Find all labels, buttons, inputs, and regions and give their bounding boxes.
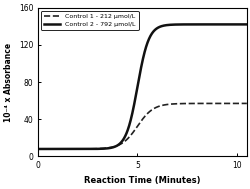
Control 2 - 792 μmol/L	[179, 23, 182, 26]
Control 2 - 792 μmol/L	[198, 23, 202, 26]
Y-axis label: 10⁻⁴ x Absorbance: 10⁻⁴ x Absorbance	[4, 43, 13, 122]
Line: Control 1 - 212 μmol/L: Control 1 - 212 μmol/L	[38, 103, 246, 149]
Control 2 - 792 μmol/L	[202, 23, 205, 26]
Control 1 - 212 μmol/L	[36, 148, 40, 150]
Control 1 - 212 μmol/L	[120, 142, 124, 144]
X-axis label: Reaction Time (Minutes): Reaction Time (Minutes)	[84, 176, 200, 185]
Control 2 - 792 μmol/L	[58, 148, 61, 150]
Legend: Control 1 - 212 μmol/L, Control 2 - 792 μmol/L: Control 1 - 212 μmol/L, Control 2 - 792 …	[41, 11, 138, 30]
Line: Control 2 - 792 μmol/L: Control 2 - 792 μmol/L	[38, 24, 246, 149]
Control 2 - 792 μmol/L	[36, 148, 40, 150]
Control 1 - 212 μmol/L	[128, 135, 131, 137]
Control 2 - 792 μmol/L	[120, 139, 124, 142]
Control 1 - 212 μmol/L	[179, 102, 182, 105]
Control 2 - 792 μmol/L	[128, 122, 131, 124]
Control 1 - 212 μmol/L	[202, 102, 205, 105]
Control 1 - 212 μmol/L	[244, 102, 247, 105]
Control 1 - 212 μmol/L	[58, 148, 61, 150]
Control 2 - 792 μmol/L	[244, 23, 247, 26]
Control 1 - 212 μmol/L	[198, 102, 202, 105]
